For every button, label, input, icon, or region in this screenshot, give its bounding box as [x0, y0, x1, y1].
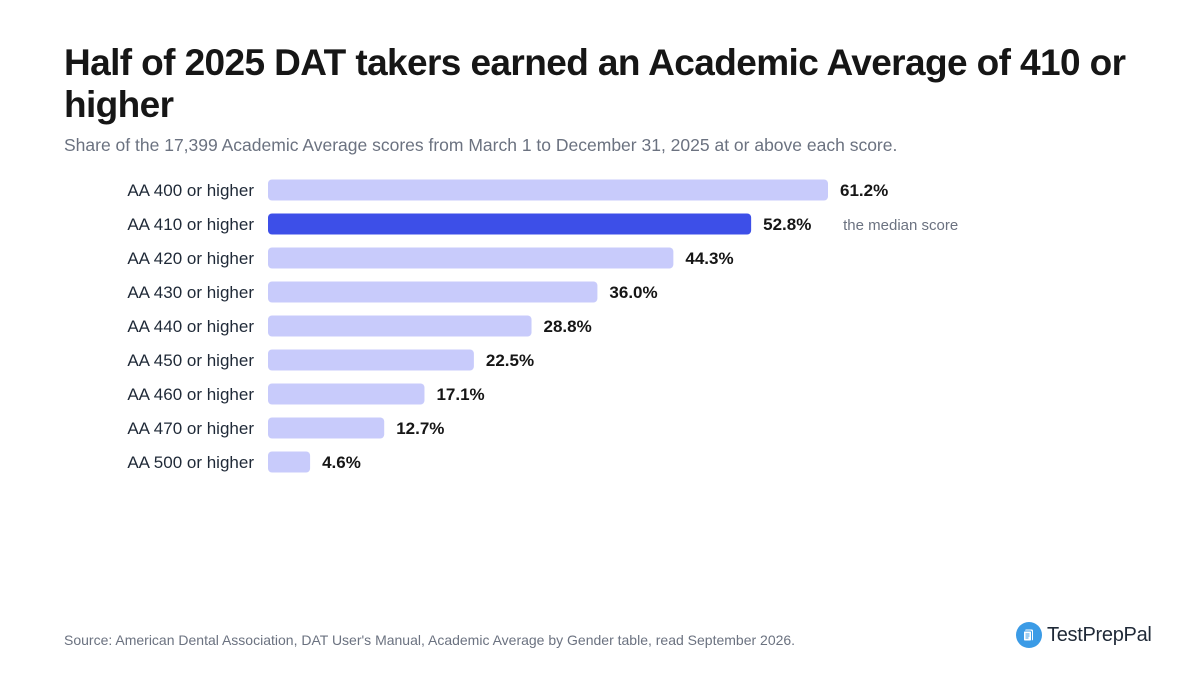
value-label: 12.7%	[396, 419, 444, 438]
bar	[268, 383, 425, 405]
bar	[268, 451, 311, 473]
category-label: AA 420 or higher	[127, 249, 254, 268]
value-label: 28.8%	[544, 317, 592, 336]
value-label: 44.3%	[685, 249, 733, 268]
chart-title: Half of 2025 DAT takers earned an Academ…	[64, 42, 1126, 125]
value-label: 17.1%	[436, 385, 484, 404]
bar	[268, 281, 598, 303]
value-label: 36.0%	[609, 283, 657, 302]
value-label: 4.6%	[322, 453, 361, 472]
category-label: AA 450 or higher	[127, 351, 254, 370]
source-note: Source: American Dental Association, DAT…	[64, 632, 796, 648]
category-label: AA 470 or higher	[127, 419, 254, 438]
category-label: AA 430 or higher	[127, 283, 254, 302]
bar	[268, 179, 828, 201]
chart-subtitle: Share of the 17,399 Academic Average sco…	[64, 135, 898, 155]
value-label: 22.5%	[486, 351, 534, 370]
bar	[268, 315, 532, 337]
category-label: AA 440 or higher	[127, 317, 254, 336]
value-label: 52.8%	[763, 215, 811, 234]
category-label: AA 410 or higher	[127, 215, 254, 234]
bar	[268, 247, 674, 269]
bar	[268, 349, 474, 371]
median-annotation: the median score	[843, 217, 958, 234]
brand-logo[interactable]: TestPrepPal	[1016, 622, 1152, 648]
bar	[268, 417, 385, 439]
brand-name: TestPrepPal	[1047, 623, 1152, 646]
category-label: AA 500 or higher	[127, 453, 254, 472]
highlighted-bar	[268, 213, 752, 235]
value-label: 61.2%	[840, 181, 888, 200]
category-label: AA 400 or higher	[127, 181, 254, 200]
category-label: AA 460 or higher	[127, 385, 254, 404]
document-icon	[1016, 622, 1042, 648]
